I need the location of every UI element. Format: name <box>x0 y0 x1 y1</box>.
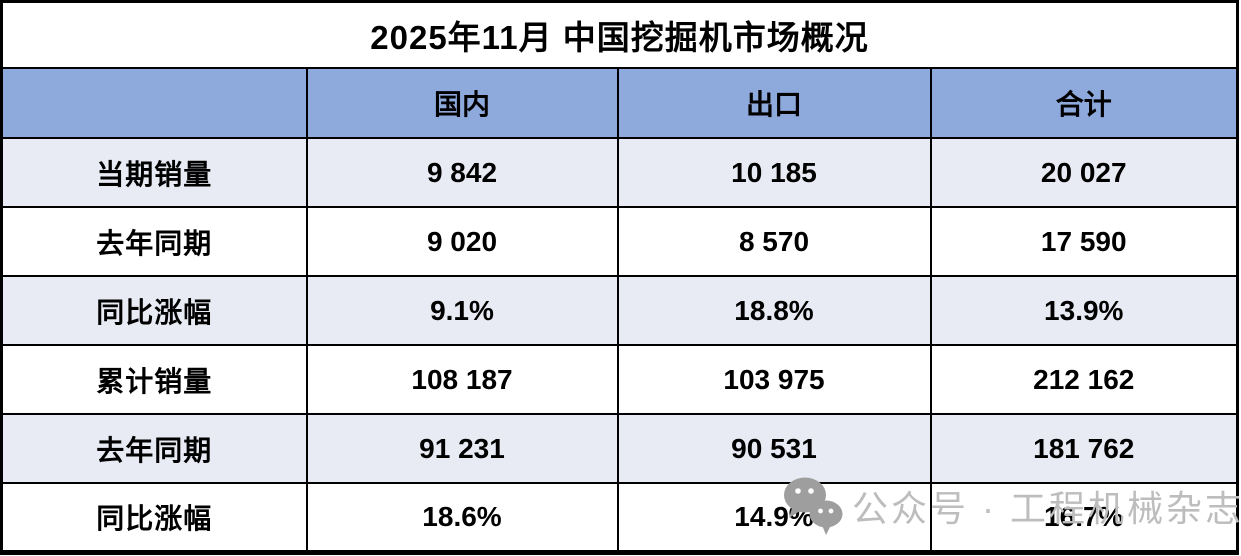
row-label: 当期销量 <box>0 137 308 208</box>
cell-value: 91 231 <box>305 413 619 484</box>
row-label: 去年同期 <box>0 206 308 277</box>
column-header-domestic: 国内 <box>305 67 619 139</box>
cell-value: 212 162 <box>929 344 1239 415</box>
row-label: 累计销量 <box>0 344 308 415</box>
row-label: 去年同期 <box>0 413 308 484</box>
cell-value: 18.6% <box>305 482 619 553</box>
cell-value: 13.9% <box>929 275 1239 346</box>
cell-value: 103 975 <box>616 344 932 415</box>
cell-value: 181 762 <box>929 413 1239 484</box>
table-row-last-year-same-period: 去年同期 9 020 8 570 17 590 <box>0 206 1239 277</box>
cell-value: 90 531 <box>616 413 932 484</box>
row-label: 同比涨幅 <box>0 275 308 346</box>
cell-value: 9 020 <box>305 206 619 277</box>
cell-value: 8 570 <box>616 206 932 277</box>
column-header-blank <box>0 67 308 139</box>
table-row-cumulative-sales: 累计销量 108 187 103 975 212 162 <box>0 344 1239 415</box>
table-row-current-sales: 当期销量 9 842 10 185 20 027 <box>0 137 1239 208</box>
cell-value: 18.8% <box>616 275 932 346</box>
cell-value: 14.9% <box>616 482 932 553</box>
cell-value: 108 187 <box>305 344 619 415</box>
table-row-cumulative-yoy-growth: 同比涨幅 18.6% 14.9% 16.7% <box>0 482 1239 553</box>
cell-value: 16.7% <box>929 482 1239 553</box>
table-row-yoy-growth: 同比涨幅 9.1% 18.8% 13.9% <box>0 275 1239 346</box>
cell-value: 9.1% <box>305 275 619 346</box>
cell-value: 9 842 <box>305 137 619 208</box>
table-row-last-year-cumulative: 去年同期 91 231 90 531 181 762 <box>0 413 1239 484</box>
title-row: 2025年11月 中国挖掘机市场概况 <box>0 0 1239 69</box>
header-row: 国内 出口 合计 <box>0 67 1239 139</box>
column-header-export: 出口 <box>616 67 932 139</box>
table-title: 2025年11月 中国挖掘机市场概况 <box>0 0 1239 69</box>
cell-value: 10 185 <box>616 137 932 208</box>
column-header-total: 合计 <box>929 67 1239 139</box>
row-label: 同比涨幅 <box>0 482 308 553</box>
cell-value: 17 590 <box>929 206 1239 277</box>
cell-value: 20 027 <box>929 137 1239 208</box>
